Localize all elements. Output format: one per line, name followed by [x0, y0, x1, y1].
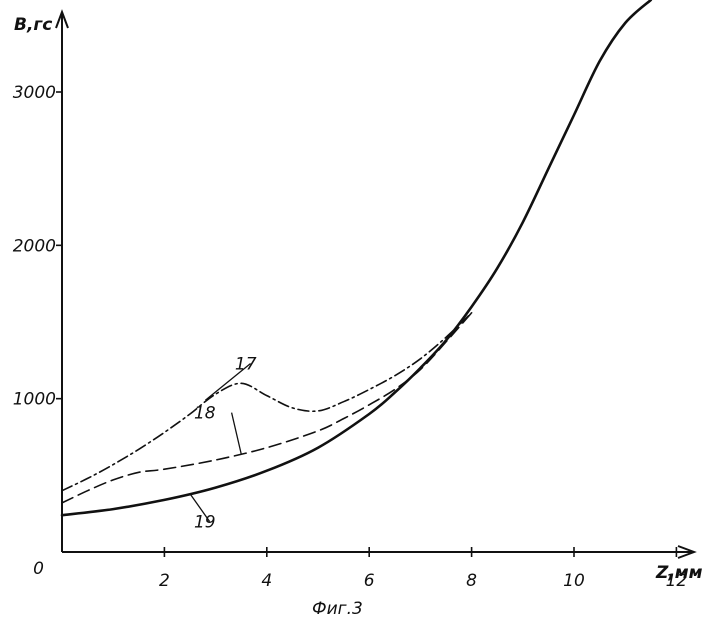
x-tick-label: 6 — [364, 571, 375, 591]
figure-caption: Фиг.3 — [312, 599, 363, 618]
x-tick-label: 8 — [466, 571, 477, 591]
y-tick-label: 0 — [33, 559, 44, 579]
x-ticks: 2 4 6 8 10 12 — [159, 547, 687, 591]
y-tick-label: 3000 — [13, 83, 56, 103]
series-line-17 — [62, 313, 472, 491]
axes — [56, 12, 694, 558]
series-label-19: 19 — [194, 512, 216, 532]
x-tick-label: 12 — [666, 571, 688, 591]
y-ticks: 0 1000 2000 3000 — [13, 83, 62, 579]
series-label-18: 18 — [194, 404, 216, 424]
x-tick-label: 2 — [159, 571, 170, 591]
series-leader-18 — [232, 413, 242, 454]
y-tick-label: 2000 — [13, 236, 56, 256]
y-axis-label: B,гс — [14, 15, 52, 35]
x-tick-label: 4 — [261, 571, 272, 591]
series-line-18 — [62, 313, 472, 503]
y-tick-label: 1000 — [13, 390, 56, 410]
x-tick-label: 10 — [563, 571, 585, 591]
series-layer — [62, 0, 651, 515]
series-labels: 17 18 19 — [190, 355, 257, 533]
series-line-19 — [62, 0, 651, 515]
series-label-17: 17 — [235, 355, 257, 375]
